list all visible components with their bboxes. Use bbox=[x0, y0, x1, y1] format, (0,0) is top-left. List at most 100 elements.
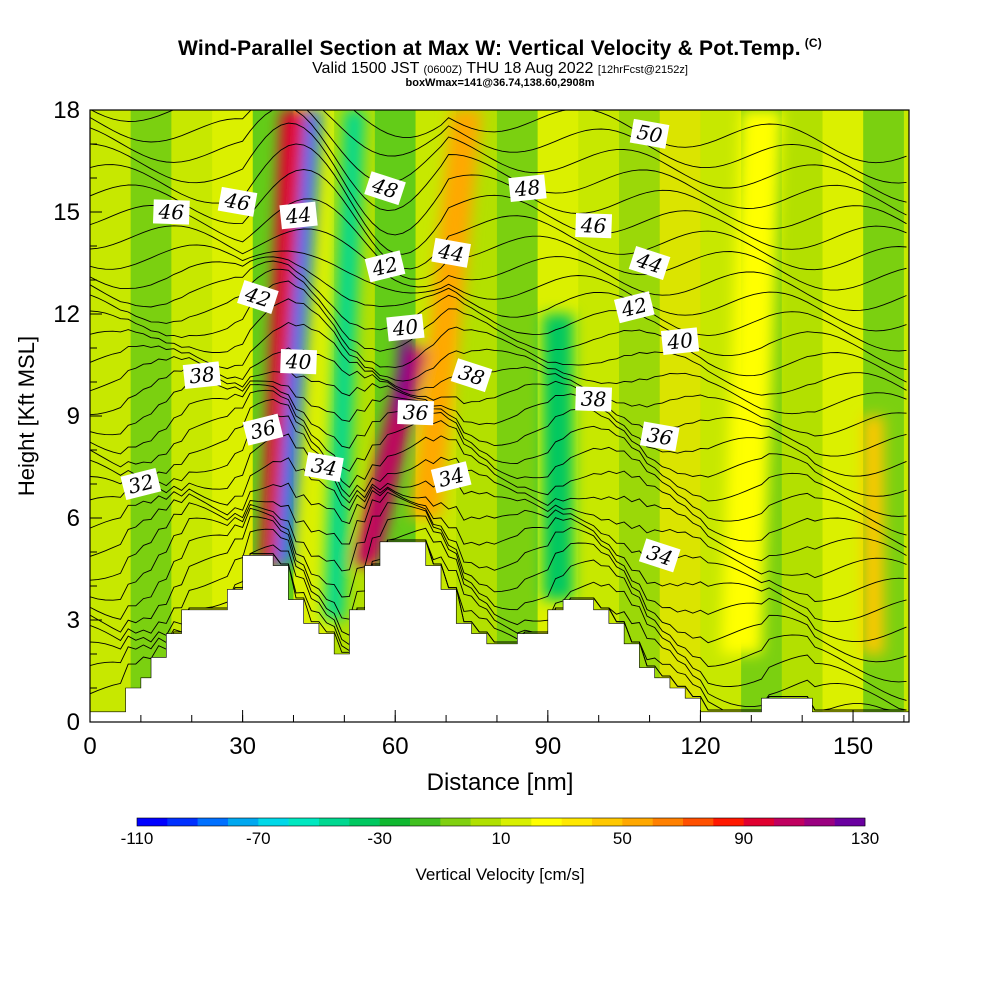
isotherm-label-bg bbox=[660, 327, 700, 356]
isoline bbox=[90, 502, 907, 663]
isotherm-label-bg bbox=[639, 421, 680, 452]
colorbar-tick-label: 50 bbox=[613, 829, 632, 848]
isoline bbox=[90, 389, 907, 536]
colorbar-swatch bbox=[288, 818, 320, 826]
isoline bbox=[90, 414, 907, 562]
isotherm-label-bg bbox=[280, 348, 317, 375]
potential-temperature-isolines bbox=[90, 110, 907, 711]
colorbar-swatch bbox=[319, 818, 350, 826]
colorbar-tick-label: -70 bbox=[246, 829, 271, 848]
isotherm-label-bg bbox=[430, 461, 472, 494]
isotherm-label-bg bbox=[152, 199, 190, 225]
isotherm-label-text: 38 bbox=[188, 362, 216, 389]
isotherm-label-bg bbox=[279, 201, 318, 230]
isotherm-label: 40 bbox=[386, 313, 425, 342]
isotherm-label: 50 bbox=[629, 118, 670, 149]
isotherm-label-bg bbox=[120, 468, 162, 500]
isotherm-label-text: 36 bbox=[402, 400, 429, 425]
colorbar-swatch bbox=[561, 818, 593, 826]
isotherm-label-text: 46 bbox=[579, 213, 607, 238]
colorbar-label: Vertical Velocity [cm/s] bbox=[415, 865, 584, 884]
isotherm-label-text: 46 bbox=[222, 188, 252, 216]
isotherm-label-bg bbox=[237, 280, 279, 314]
subtitle-forecast: [12hrFcst@2152z] bbox=[597, 64, 688, 76]
isotherm-label-text: 50 bbox=[635, 120, 665, 148]
isoline bbox=[90, 482, 907, 622]
isotherm-label-bg bbox=[217, 186, 258, 217]
isotherm-label-bg bbox=[450, 358, 493, 393]
isotherm-label-text: 40 bbox=[665, 328, 694, 355]
isotherm-label: 46 bbox=[217, 186, 258, 217]
colorbar-swatch bbox=[592, 818, 623, 826]
isotherm-label: 34 bbox=[430, 461, 472, 494]
isotherm-label: 40 bbox=[280, 348, 317, 375]
isoline bbox=[90, 110, 907, 184]
isoline bbox=[90, 298, 907, 415]
x-tick-label: 30 bbox=[229, 733, 256, 760]
velocity-field bbox=[90, 110, 909, 722]
chart-box-info: boxWmax=141@36.74,138.60,2908m bbox=[405, 77, 595, 89]
colorbar-swatch bbox=[470, 818, 502, 826]
velocity-feature bbox=[720, 110, 782, 654]
colorbar-swatch bbox=[349, 818, 380, 826]
y-tick-label: 0 bbox=[67, 709, 80, 736]
x-tick-label: 60 bbox=[382, 733, 409, 760]
isoline bbox=[90, 347, 907, 457]
isotherm-label-text: 38 bbox=[580, 387, 606, 412]
velocity-feature bbox=[324, 110, 365, 620]
velocity-band bbox=[781, 110, 823, 722]
isotherm-label: 44 bbox=[431, 237, 471, 268]
isotherm-label-text: 34 bbox=[309, 453, 338, 481]
isotherm-label-text: 40 bbox=[284, 349, 312, 374]
isotherm-label: 38 bbox=[575, 386, 613, 412]
colorbar-tick-label: 130 bbox=[851, 829, 879, 848]
colorbar-swatch bbox=[622, 818, 653, 826]
isoline bbox=[90, 365, 907, 477]
velocity-band bbox=[496, 110, 538, 722]
colorbar-tick-label: -110 bbox=[121, 829, 154, 848]
subtitle-utc: (0600Z) bbox=[423, 64, 463, 76]
isotherm-label-bg bbox=[431, 237, 471, 268]
chart-subtitle: Valid 1500 JST (0600Z) THU 18 Aug 2022 [… bbox=[0, 60, 1000, 78]
velocity-band bbox=[822, 110, 864, 722]
isoline bbox=[90, 398, 907, 548]
isoline bbox=[90, 260, 907, 371]
x-axis-label: Distance [nm] bbox=[427, 769, 574, 796]
colorbar-swatch bbox=[197, 818, 229, 826]
isoline bbox=[90, 433, 907, 579]
y-tick-label: 12 bbox=[53, 301, 80, 328]
isotherm-label: 38 bbox=[450, 358, 493, 393]
y-tick-label: 6 bbox=[67, 505, 80, 532]
isoline bbox=[90, 280, 907, 396]
isoline bbox=[90, 244, 907, 332]
isotherm-label-bg bbox=[508, 174, 547, 203]
isotherm-label-text: 44 bbox=[284, 202, 313, 229]
velocity-band bbox=[659, 110, 701, 722]
isotherm-label: 32 bbox=[120, 468, 162, 500]
isotherm-label: 46 bbox=[575, 212, 613, 239]
y-tick-label: 9 bbox=[67, 403, 80, 430]
colorbar-swatch bbox=[379, 818, 411, 826]
isoline bbox=[90, 539, 907, 711]
chart-title: Wind-Parallel Section at Max W: Vertical… bbox=[0, 36, 1000, 61]
copyright-mark: (C) bbox=[804, 36, 822, 50]
isoline bbox=[90, 256, 907, 352]
isotherm-label-bg bbox=[182, 361, 222, 390]
isoline bbox=[90, 321, 907, 437]
colorbar-swatch bbox=[167, 818, 198, 826]
velocity-band bbox=[903, 110, 909, 722]
isoline bbox=[90, 110, 907, 203]
isotherm-label-text: 32 bbox=[126, 469, 157, 498]
isotherm-label-bg bbox=[364, 250, 406, 283]
isoline bbox=[90, 457, 907, 602]
isotherm-label: 46 bbox=[152, 199, 190, 225]
colorbar-tick-label: 10 bbox=[492, 829, 511, 848]
subtitle-valid: Valid 1500 JST bbox=[312, 60, 424, 77]
colorbar-swatch bbox=[228, 818, 259, 826]
isoline bbox=[90, 528, 907, 711]
isoline bbox=[90, 491, 907, 643]
isoline bbox=[90, 380, 907, 497]
isotherm-label: 48 bbox=[508, 174, 547, 203]
